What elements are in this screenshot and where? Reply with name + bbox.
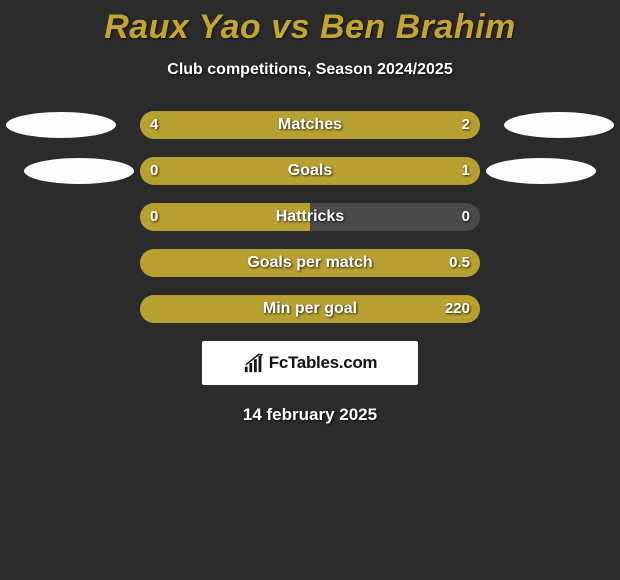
player-right-ellipse (486, 158, 596, 184)
logo-text: FcTables.com (269, 353, 378, 373)
bar-right-fill (191, 157, 480, 185)
bar-left-fill (140, 111, 367, 139)
stat-rows: 4Matches2 0Goals1 0Hattricks0 Goals per mat… (0, 111, 620, 323)
bar-left-fill (140, 203, 310, 231)
fctables-icon (243, 352, 265, 374)
stat-row: 0Goals1 (0, 157, 620, 185)
bar-right-fill (140, 295, 480, 323)
stat-row: 4Matches2 (0, 111, 620, 139)
bar-track (140, 203, 480, 231)
logo-box[interactable]: FcTables.com (202, 341, 418, 385)
page-title: Raux Yao vs Ben Brahim (0, 0, 620, 47)
bar-right-fill (367, 111, 480, 139)
bar-track (140, 111, 480, 139)
bar-track (140, 295, 480, 323)
player-left-ellipse (24, 158, 134, 184)
bar-left-fill (140, 157, 191, 185)
bar-track (140, 249, 480, 277)
stat-row: Goals per match0.5 (0, 249, 620, 277)
player-right-ellipse (504, 112, 614, 138)
date-label: 14 february 2025 (0, 405, 620, 425)
bar-track (140, 157, 480, 185)
stat-row: 0Hattricks0 (0, 203, 620, 231)
player-left-ellipse (6, 112, 116, 138)
subtitle: Club competitions, Season 2024/2025 (0, 61, 620, 79)
comparison-widget: Raux Yao vs Ben Brahim Club competitions… (0, 0, 620, 580)
stat-row: Min per goal220 (0, 295, 620, 323)
bar-right-fill (140, 249, 480, 277)
